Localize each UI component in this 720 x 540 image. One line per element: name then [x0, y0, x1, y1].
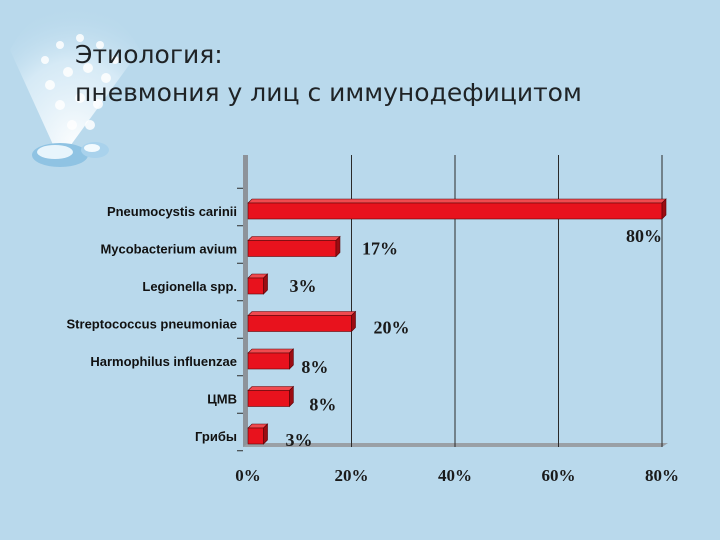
plot-left-wall	[243, 155, 248, 447]
category-label: Mycobacterium avium	[100, 242, 237, 257]
x-tick-label: 80%	[645, 466, 679, 485]
bar-side	[263, 273, 268, 295]
bar	[247, 390, 290, 407]
bar-side	[289, 348, 294, 370]
category-label: Streptococcus pneumoniae	[67, 317, 237, 332]
bar	[247, 315, 352, 332]
bar	[247, 427, 264, 445]
bar-top	[247, 348, 295, 354]
x-tick-label: 20%	[335, 466, 369, 485]
slide-title-line-2: пневмония у лиц с иммунодефицитом	[75, 78, 582, 107]
category-label: Harmophilus influenzae	[90, 354, 237, 369]
data-label: 20%	[374, 318, 410, 338]
decorative-fan-graphic	[10, 5, 140, 167]
data-label: 17%	[362, 239, 398, 259]
bar-top	[247, 311, 357, 316]
bar	[247, 352, 290, 370]
x-tick-label: 0%	[235, 466, 261, 485]
bar	[247, 202, 663, 220]
bar-side	[335, 235, 341, 258]
bar-side	[661, 198, 667, 220]
bar-top	[247, 198, 667, 204]
bar-top	[247, 386, 295, 391]
category-label: Pneumocystis carinii	[107, 204, 237, 219]
bar-top	[247, 236, 341, 241]
category-label: Грибы	[195, 429, 237, 444]
bar-side	[263, 423, 268, 445]
category-label: Legionella spp.	[142, 279, 237, 294]
data-label: 3%	[286, 430, 313, 450]
slide-title: Этиология: пневмония у лиц с иммунодефиц…	[75, 36, 582, 112]
bar	[247, 277, 264, 295]
data-label: 8%	[309, 395, 336, 415]
x-tick-label: 60%	[542, 466, 576, 485]
data-label: 8%	[301, 357, 328, 377]
slide-title-line-1: Этиология:	[75, 40, 223, 69]
bar-side	[351, 310, 356, 333]
bar	[247, 240, 337, 257]
data-label: 3%	[290, 276, 317, 296]
data-label: 80%	[626, 226, 662, 246]
bar-side	[289, 385, 294, 408]
x-tick-label: 40%	[438, 466, 472, 485]
category-label: ЦМВ	[207, 392, 237, 407]
